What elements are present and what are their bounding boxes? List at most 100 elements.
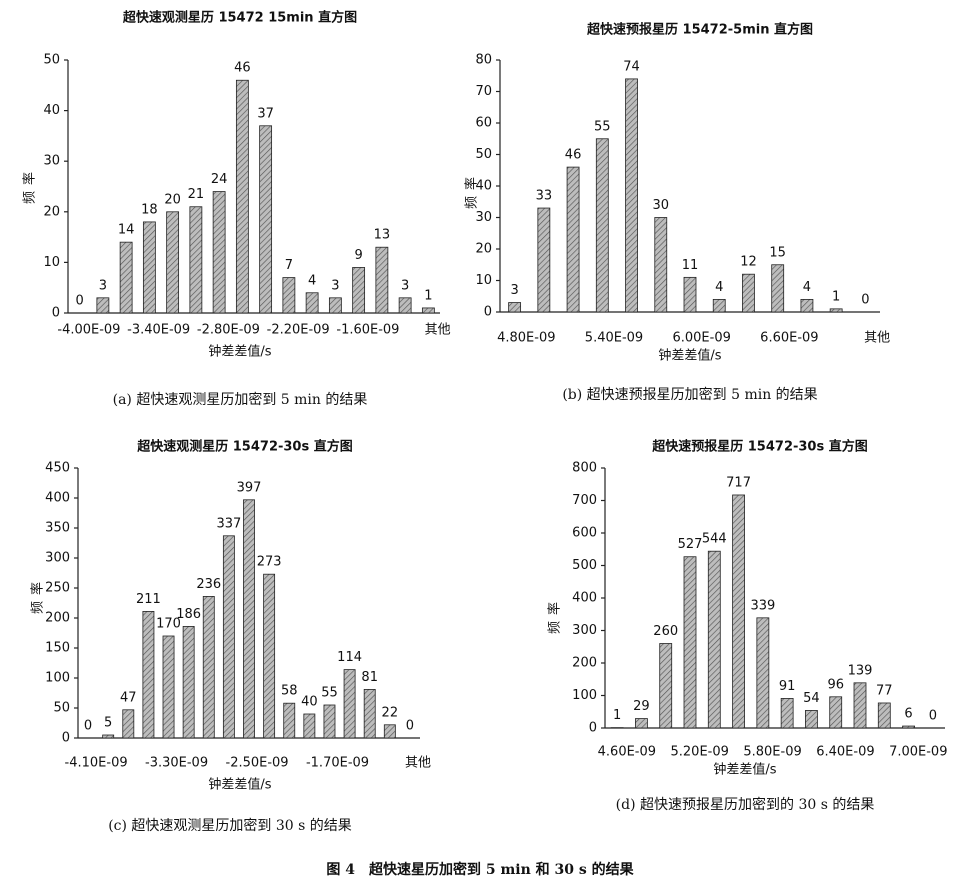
x-tick-label: -2.20E-09 <box>267 323 330 338</box>
value-label: 337 <box>216 516 241 531</box>
x-tick-label: 5.20E-09 <box>671 745 729 760</box>
bar <box>732 494 745 729</box>
bar <box>537 207 551 313</box>
value-label: 717 <box>726 475 751 490</box>
y-tick-label: 40 <box>475 179 492 194</box>
value-label: 339 <box>750 598 775 613</box>
bar <box>212 191 226 314</box>
value-label: 55 <box>321 686 338 701</box>
value-label: 18 <box>141 202 158 217</box>
y-axis-label: 频率 <box>30 576 46 614</box>
value-label: 0 <box>75 294 83 309</box>
bar <box>902 725 915 729</box>
bar <box>625 78 638 313</box>
y-tick-label: 100 <box>45 671 70 686</box>
y-tick-label: 250 <box>45 581 70 596</box>
bar <box>243 499 255 739</box>
chart-title: 超快速预报星历 15472-30s 直方图 <box>652 439 868 455</box>
y-tick-label: 50 <box>43 53 60 68</box>
bar <box>328 297 342 314</box>
bar <box>375 246 389 314</box>
value-label: 273 <box>257 555 282 570</box>
value-label: 170 <box>156 617 181 632</box>
bar <box>263 573 276 739</box>
y-tick-label: 500 <box>572 558 597 573</box>
bar <box>162 635 175 739</box>
x-tick-label: 6.60E-09 <box>760 331 818 346</box>
y-tick-label: 10 <box>475 273 492 288</box>
value-label: 6 <box>904 707 912 722</box>
y-tick-label: 30 <box>475 210 492 225</box>
bar <box>712 298 726 313</box>
value-label: 3 <box>510 283 518 298</box>
figure-caption: 图 4 超快速星历加密到 5 min 和 30 s 的结果 <box>326 861 634 878</box>
value-label: 5 <box>104 716 112 731</box>
value-label: 22 <box>382 705 399 720</box>
x-axis-label: 钟差差值/s <box>208 344 271 360</box>
y-tick-label: 200 <box>572 656 597 671</box>
bar <box>635 718 648 729</box>
bar <box>853 682 867 729</box>
bar <box>805 710 818 729</box>
bar <box>119 241 133 314</box>
value-label: 0 <box>861 293 869 308</box>
value-label: 96 <box>827 677 844 692</box>
x-tick-label: -3.40E-09 <box>127 323 190 338</box>
panel-caption: (a) 超快速观测星历加密到 5 min 的结果 <box>113 391 368 408</box>
y-tick-label: 400 <box>572 591 597 606</box>
x-tick-label: 7.00E-09 <box>889 745 947 760</box>
bar <box>282 277 296 314</box>
y-tick-label: 20 <box>43 204 60 219</box>
x-tick-label: 6.00E-09 <box>672 331 730 346</box>
value-label: 54 <box>803 691 820 706</box>
x-axis-label: 钟差差值/s <box>208 777 271 793</box>
x-tick-label: 其他 <box>864 331 890 346</box>
y-tick-label: 60 <box>475 116 492 131</box>
value-label: 46 <box>234 61 251 76</box>
bar <box>756 617 770 729</box>
x-axis-label: 钟差差值/s <box>713 762 776 778</box>
chart-title: 超快速观测星历 15472 15min 直方图 <box>123 10 357 26</box>
y-tick-label: 70 <box>475 84 492 99</box>
panel-caption: (b) 超快速预报星历加密到 5 min 的结果 <box>562 386 817 403</box>
value-label: 260 <box>653 624 678 639</box>
bar <box>166 211 180 314</box>
x-tick-label: -1.70E-09 <box>306 756 369 771</box>
bar <box>683 276 697 313</box>
value-label: 397 <box>237 480 262 495</box>
bar <box>877 702 891 729</box>
bar <box>508 302 522 313</box>
value-label: 1 <box>613 708 621 723</box>
bar <box>707 550 721 729</box>
bar <box>142 611 155 739</box>
bar <box>383 724 396 739</box>
y-tick-label: 300 <box>45 551 70 566</box>
value-label: 15 <box>769 245 786 260</box>
value-label: 24 <box>211 172 228 187</box>
value-label: 77 <box>876 683 893 698</box>
value-label: 527 <box>678 537 703 552</box>
bar <box>421 307 435 314</box>
value-label: 211 <box>136 592 161 607</box>
bar <box>800 298 814 313</box>
y-tick-label: 0 <box>52 306 60 321</box>
y-tick-label: 600 <box>572 526 597 541</box>
bar <box>771 264 785 313</box>
bar <box>102 734 115 739</box>
y-tick-label: 10 <box>43 255 60 270</box>
bar <box>189 206 203 314</box>
bar <box>283 702 296 739</box>
y-tick-label: 350 <box>45 521 70 536</box>
y-tick-label: 50 <box>53 701 70 716</box>
value-label: 1 <box>424 288 432 303</box>
y-tick-label: 80 <box>475 53 492 68</box>
value-label: 4 <box>803 280 811 295</box>
bar <box>259 125 273 314</box>
y-tick-label: 700 <box>572 493 597 508</box>
x-tick-label: 6.40E-09 <box>816 745 874 760</box>
value-label: 55 <box>594 119 611 134</box>
y-tick-label: 300 <box>572 623 597 638</box>
x-axis-label: 钟差差值/s <box>658 348 721 364</box>
y-tick-label: 30 <box>43 154 60 169</box>
bar <box>363 689 376 739</box>
